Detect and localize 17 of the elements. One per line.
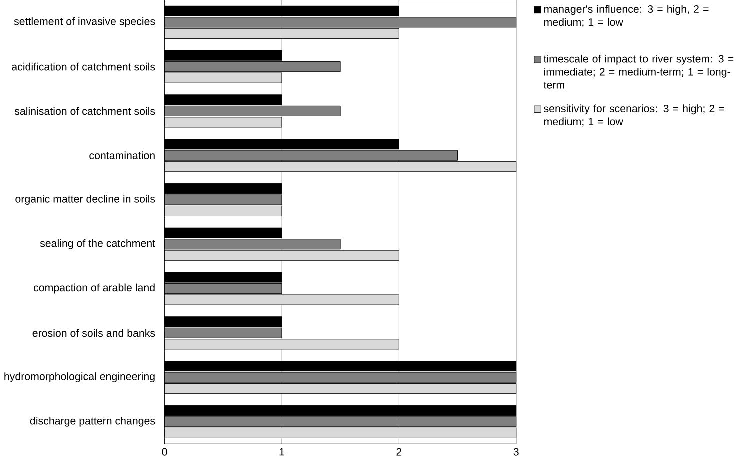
x-tick-label: 0 [162, 448, 168, 456]
y-tick-label: settlement of invasive species [14, 18, 156, 28]
y-tick-label: discharge pattern changes [30, 417, 156, 427]
y-tick-label: acidification of catchment soils [12, 63, 156, 71]
y-tick-label: contamination [90, 152, 155, 160]
y-tick-label: compaction of arable land [34, 284, 155, 294]
y-tick-label: sealing of the catchment [40, 240, 156, 250]
y-tick-label: erosion of soils and banks [32, 329, 156, 338]
x-tick-label: 3 [514, 448, 519, 456]
legend-label: sensitivity for scenarios: 3 = high; 2 = medium; 1 = low [544, 104, 724, 127]
legend-label: manager's influence: 3 = high, 2 = medium; 1 = low [544, 5, 709, 28]
x-tick-label: 1 [280, 448, 284, 456]
y-tick-label: hydromorphological engineering [4, 372, 155, 383]
y-tick-label: salinisation of catchment soils [14, 107, 156, 116]
y-tick-label: organic matter decline in soils [16, 195, 156, 206]
legend-label: timescale of impact to river system: 3 = immediate; 2 = medium-term; 1 = long-term [544, 55, 734, 89]
x-tick-label: 2 [396, 448, 402, 456]
